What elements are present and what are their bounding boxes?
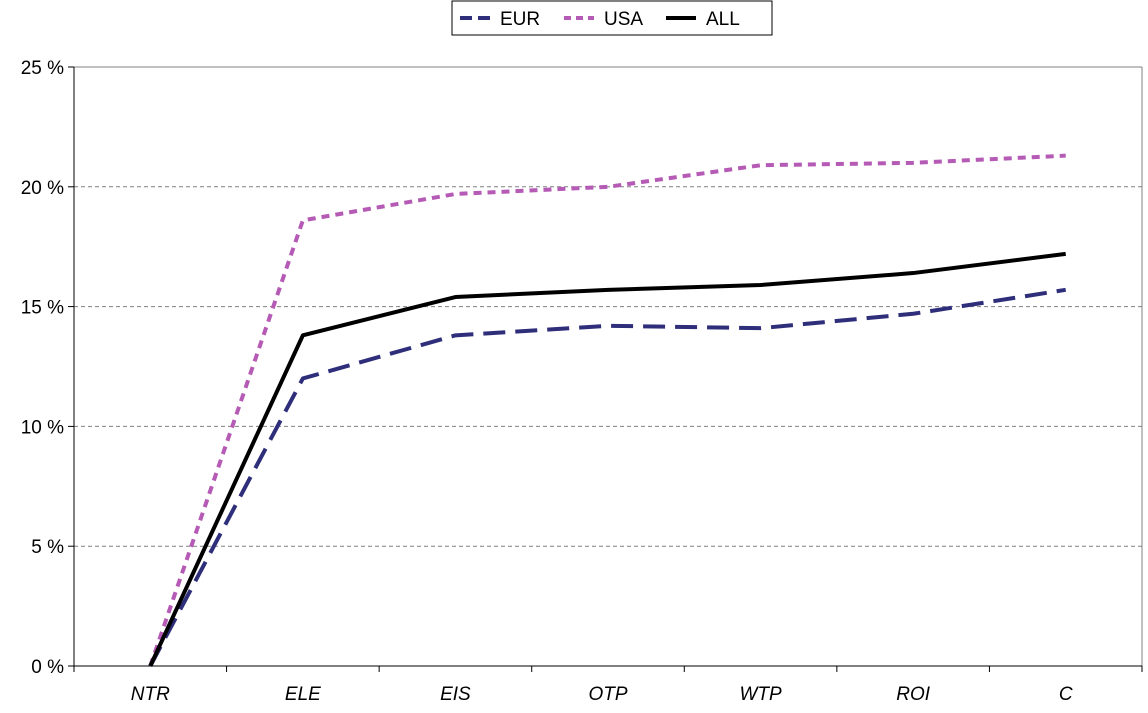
grid-layer [74,66,1143,666]
x-tick-label: WTP [739,684,782,705]
series-layer [148,153,1067,667]
y-tick-label: 25 % [21,58,64,79]
x-tick-label: EIS [440,684,471,705]
x-tick-label: C [1059,684,1073,705]
legend-box [451,0,773,36]
legend-label-usa: USA [604,9,643,30]
legend: EUR USA ALL [451,0,773,36]
axis-layer: 0 % 5 % 10 % 15 % 20 % 25 % NTR ELE EIS OTP WTP ROI… [21,58,1143,705]
x-tick-label: ROI [896,684,931,705]
series-line-all [148,251,1066,667]
legend-label-all: ALL [706,9,740,30]
y-tick-label: 10 % [21,417,64,438]
series-line-eur [148,287,1067,667]
x-tick-label: OTP [588,684,627,705]
y-tick-label: 20 % [21,178,64,199]
x-tick-label: NTR [131,684,170,705]
legend-label-eur: EUR [500,9,540,30]
y-tick-label: 0 % [31,657,64,678]
y-tick-label: 15 % [21,298,64,319]
series-line-usa [148,153,1066,667]
y-tick-label: 5 % [31,537,64,558]
x-tick-label: ELE [285,684,321,705]
